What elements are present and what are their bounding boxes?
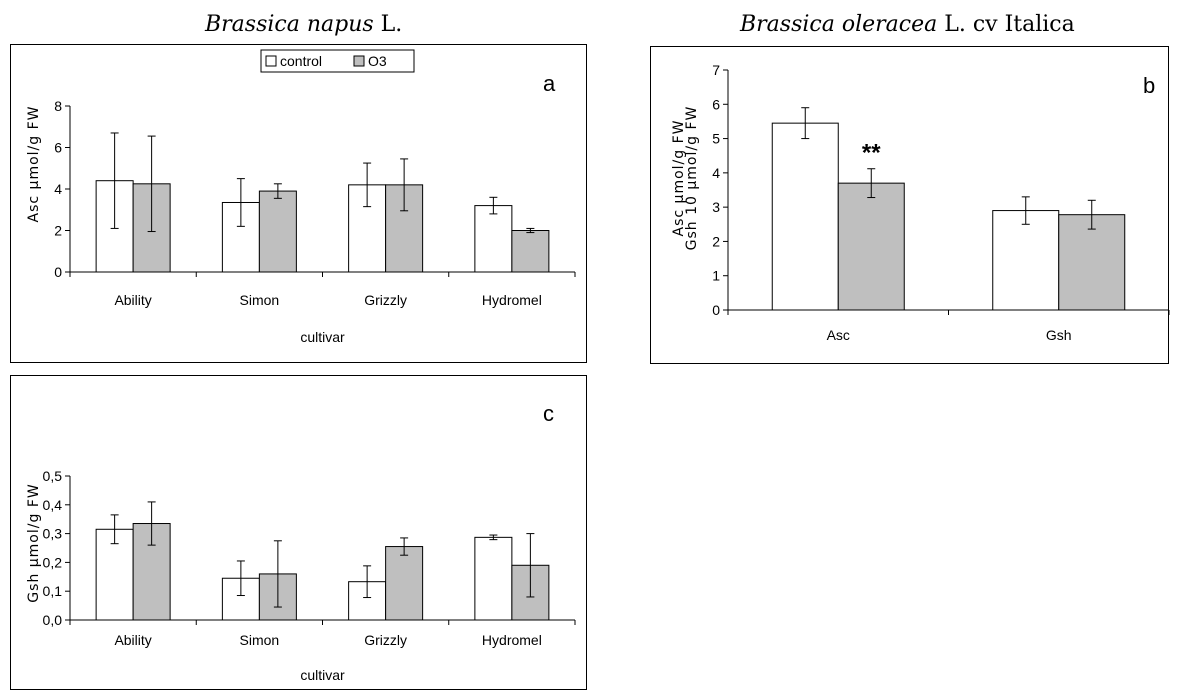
chart-b-category-label: Gsh xyxy=(1046,327,1072,343)
chart-c-y-tick-label: 0,4 xyxy=(43,497,63,513)
chart-c-x-label: cultivar xyxy=(300,667,345,683)
chart-c-category-label: Grizzly xyxy=(364,632,407,648)
chart-a-legend xyxy=(260,49,415,73)
chart-c-y-tick-label: 0,5 xyxy=(43,468,63,484)
chart-b-bar-O3 xyxy=(837,182,905,311)
chart-a-y-label: Asc µmol/g FW xyxy=(26,106,42,223)
chart-a-category-label: Ability xyxy=(114,292,151,308)
chart-a-panel-letter: a xyxy=(543,71,556,96)
chart-a: 0 2 4 6 8 Ability Simon Grizzly Hydromel a cultiva… xyxy=(10,44,587,363)
chart-a-y-tick-label: 4 xyxy=(54,181,62,197)
chart-c-y-label: Gsh µmol/g FW xyxy=(26,483,42,602)
chart-b-y-tick-label: 6 xyxy=(712,96,720,112)
chart-c-y-tick-label: 0,3 xyxy=(43,526,63,542)
chart-b-y-tick-label: 2 xyxy=(712,233,720,249)
chart-b-category-label: Asc xyxy=(827,327,850,343)
title-right-author: L. cv Italica xyxy=(937,12,1075,37)
chart-c-y-tick-label: 0,2 xyxy=(43,554,63,570)
chart-c-bar-control xyxy=(95,528,134,621)
chart-c-bar-O3 xyxy=(132,523,171,621)
chart-c-y-tick-label: 0,1 xyxy=(43,583,63,599)
chart-b-y-tick-label: 1 xyxy=(712,268,720,284)
chart-c: 0,0 0,1 0,2 0,3 0,4 0,5 Ability Simon Grizzly Hyd… xyxy=(10,375,587,690)
chart-c-category-label: Ability xyxy=(114,632,151,648)
chart-c-panel-letter: c xyxy=(543,401,554,426)
chart-a-category-label: Grizzly xyxy=(364,292,407,308)
chart-a-bar-O3 xyxy=(258,190,297,273)
chart-a-y-tick-label: 0 xyxy=(54,264,62,280)
chart-a-y-tick-label: 8 xyxy=(54,98,62,114)
title-left-species: Brassica napus xyxy=(205,12,374,37)
chart-b-bar-control xyxy=(771,122,839,311)
chart-b-bar-control xyxy=(992,210,1060,311)
chart-a-x-label: cultivar xyxy=(300,329,345,345)
chart-a-y-tick-label: 2 xyxy=(54,223,62,239)
chart-c-category-label: Simon xyxy=(240,632,280,648)
chart-b-y-label: Asc µmol/g FW xyxy=(671,120,687,237)
chart-a-legend-label: control xyxy=(280,53,322,69)
chart-b-bar-O3 xyxy=(1058,214,1126,311)
chart-b-y-tick-label: 7 xyxy=(712,62,720,78)
chart-a-legend-swatch-O3 xyxy=(353,55,365,67)
chart-a-legend-swatch-control xyxy=(265,55,277,67)
chart-a-category-label: Simon xyxy=(240,292,280,308)
chart-c-bar-control xyxy=(474,536,513,621)
chart-b-y-tick-label: 0 xyxy=(712,302,720,318)
chart-b-y-tick-label: 5 xyxy=(712,131,720,147)
chart-b-frame xyxy=(650,46,1169,364)
title-right-species: Brassica oleracea xyxy=(740,12,938,37)
chart-a-legend-label: O3 xyxy=(368,53,387,69)
chart-c-category-label: Hydromel xyxy=(482,632,542,648)
title-right: Brassica oleracea L. cv Italica xyxy=(740,12,1075,37)
chart-c-y-tick-label: 0,0 xyxy=(43,612,63,628)
chart-b-y-tick-label: 4 xyxy=(712,165,720,181)
chart-a-bar-control xyxy=(474,205,513,273)
chart-c-bar-O3 xyxy=(385,546,424,621)
chart-a-bar-O3 xyxy=(511,230,550,273)
chart-b-panel-letter: b xyxy=(1143,73,1155,98)
chart-a-category-label: Hydromel xyxy=(482,292,542,308)
chart-b-y-tick-label: 3 xyxy=(712,199,720,215)
title-left: Brassica napus L. xyxy=(205,12,402,37)
chart-a-y-tick-label: 6 xyxy=(54,140,62,156)
title-left-author: L. xyxy=(373,12,403,37)
chart-b-y-label: Gsh 10 µmol/g FW xyxy=(684,106,700,251)
chart-b-annotation: ** xyxy=(862,140,881,167)
